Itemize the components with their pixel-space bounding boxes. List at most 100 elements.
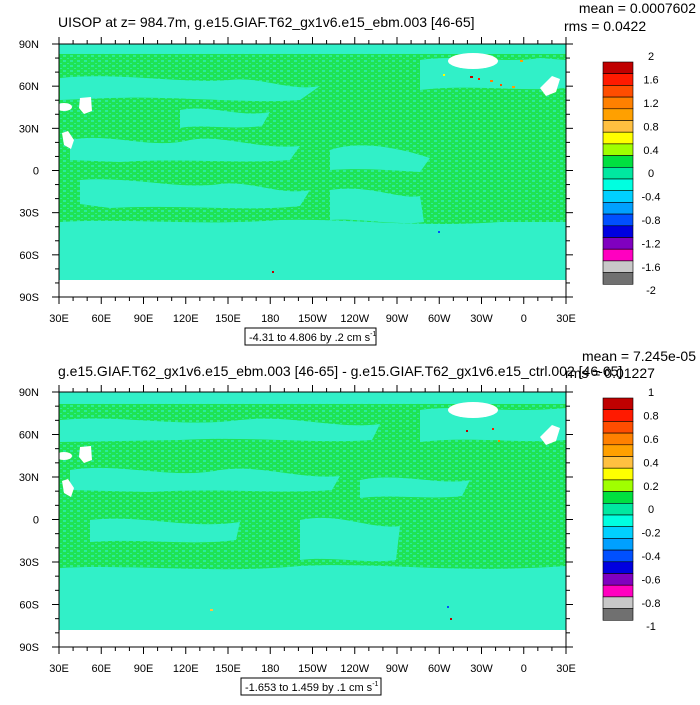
colorbar-swatch — [602, 538, 634, 551]
colorbar-swatch — [602, 491, 634, 504]
colorbar-swatch — [602, 73, 634, 86]
colorbar-swatch — [602, 584, 634, 598]
y-tick-label: 30S — [19, 557, 39, 569]
x-tick-label: 30E — [49, 663, 69, 675]
x-tick-label: 120E — [173, 663, 199, 675]
colorbar-swatch — [602, 237, 634, 250]
panel-2-title: g.e15.GIAF.T62_gx1v6.e15_ebm.003 [46-65]… — [58, 363, 622, 379]
colorbar-label: -0.6 — [642, 574, 661, 586]
colorbar-swatch — [602, 573, 634, 586]
colorbar-label: 0.6 — [643, 434, 658, 446]
colorbar-label: -0.8 — [642, 598, 661, 610]
colorbar-swatch — [602, 421, 634, 434]
x-tick-label: 150E — [215, 663, 241, 675]
colorbar-swatch — [602, 502, 634, 516]
colorbar-swatch — [602, 96, 634, 110]
colorbar-swatch — [602, 561, 634, 574]
colorbar-label: -0.8 — [642, 215, 661, 227]
colorbar-swatch — [602, 155, 634, 168]
x-tick-label: 60E — [91, 313, 111, 325]
colorbar-label: -1 — [646, 621, 656, 633]
colorbar-swatch — [602, 409, 634, 422]
x-tick-label: 90E — [134, 663, 154, 675]
panel-1-rms: rms = 0.0422 — [564, 18, 646, 34]
panel-2: g.e15.GIAF.T62_gx1v6.e15_ebm.003 [46-65]… — [19, 348, 696, 696]
panel-2-x-axis: 30E 60E 90E 120E 150E 180 150W 120W 90W 60W 30W 0 30… — [49, 385, 576, 675]
y-tick-label: 30N — [19, 472, 39, 484]
x-tick-label: 90E — [134, 313, 154, 325]
y-tick-label: 90S — [19, 292, 39, 304]
colorbar-swatch — [602, 131, 634, 145]
colorbar-swatch — [602, 260, 634, 273]
colorbar-swatch — [602, 202, 634, 215]
y-tick-label: 0 — [33, 515, 39, 527]
colorbar-label: 1 — [648, 387, 654, 399]
colorbar-label: -0.4 — [642, 192, 661, 204]
panel-2-y-axis: 90N 60N 30N 0 30S 60S 90S — [19, 387, 573, 654]
x-tick-label: 30E — [49, 313, 69, 325]
panel-1-map — [56, 43, 567, 298]
colorbar-swatch — [602, 248, 634, 262]
x-tick-label: 60W — [428, 313, 451, 325]
x-tick-label: 30W — [470, 663, 493, 675]
colorbar-swatch — [602, 213, 634, 227]
colorbar-swatch — [602, 444, 634, 457]
colorbar-label: 0.4 — [643, 457, 658, 469]
colorbar-swatch — [602, 397, 634, 410]
x-tick-label: 30E — [556, 663, 576, 675]
panel-2-colorbar: 1 0.8 0.6 0.4 0.2 0 -0.2 -0.4 -0.6 -0.8 -1 — [602, 387, 661, 633]
panel-1-title: UISOP at z= 984.7m, g.e15.GIAF.T62_gx1v6… — [58, 14, 475, 30]
y-tick-label: 30N — [19, 123, 39, 135]
x-tick-label: 120W — [340, 313, 369, 325]
svg-text:-1.653 to 1.459 by .1 cm s-1: -1.653 to 1.459 by .1 cm s-1 — [245, 681, 379, 694]
y-tick-label: 60N — [19, 430, 39, 442]
colorbar-label: 1.2 — [643, 98, 658, 110]
colorbar-swatch — [602, 526, 634, 539]
colorbar-label: 0.8 — [643, 121, 658, 133]
y-tick-label: 60N — [19, 81, 39, 93]
colorbar-label: 1.6 — [643, 75, 658, 87]
panel-1-colorbar: 2 1.6 1.2 0.8 0.4 0 -0.4 -0.8 -1.2 -1.6 -2 — [602, 51, 661, 297]
x-tick-label: 0 — [521, 663, 527, 675]
colorbar-label: -0.2 — [642, 528, 661, 540]
colorbar-swatch — [602, 514, 634, 527]
y-tick-label: 60S — [19, 600, 39, 612]
y-tick-label: 90N — [19, 39, 39, 51]
colorbar-swatch — [602, 467, 634, 481]
y-tick-label: 60S — [19, 250, 39, 262]
colorbar-swatch — [602, 608, 634, 621]
colorbar-swatch — [602, 479, 634, 492]
colorbar-swatch — [602, 549, 634, 563]
colorbar-label: -1.2 — [642, 238, 661, 250]
panel-2-mean: mean = 7.245e-05 — [582, 348, 696, 364]
x-tick-label: 180 — [261, 313, 279, 325]
colorbar-swatch — [602, 432, 634, 446]
colorbar-label: 0.8 — [643, 411, 658, 423]
colorbar-label: -0.4 — [642, 551, 661, 563]
colorbar-label: 0.4 — [643, 145, 658, 157]
x-tick-label: 120W — [340, 663, 369, 675]
x-tick-label: 150E — [215, 313, 241, 325]
x-tick-label: 30W — [470, 313, 493, 325]
svg-text:-4.31 to 4.806 by .2 cm s-1: -4.31 to 4.806 by .2 cm s-1 — [249, 331, 376, 344]
x-tick-label: 0 — [521, 313, 527, 325]
y-tick-label: 30S — [19, 208, 39, 220]
panel-2-rms: rms = 0.01227 — [565, 365, 655, 381]
panel-2-range-sup: -1 — [372, 681, 378, 688]
colorbar-label: -1.6 — [642, 262, 661, 274]
y-tick-label: 90N — [19, 387, 39, 399]
colorbar-swatch — [602, 190, 634, 203]
colorbar-label: 0 — [648, 504, 654, 516]
colorbar-label: 2 — [648, 51, 654, 63]
x-tick-label: 120E — [173, 313, 199, 325]
panel-1-y-axis: 90N 60N 30N 0 30S 60S 90S — [19, 39, 573, 304]
y-tick-label: 90S — [19, 642, 39, 654]
colorbar-label: -2 — [646, 285, 656, 297]
colorbar-swatch — [602, 272, 634, 285]
colorbar-swatch — [602, 61, 634, 74]
x-tick-label: 150W — [298, 663, 327, 675]
colorbar-swatch — [602, 120, 634, 133]
colorbar-swatch — [602, 225, 634, 238]
colorbar-label: 0 — [648, 168, 654, 180]
